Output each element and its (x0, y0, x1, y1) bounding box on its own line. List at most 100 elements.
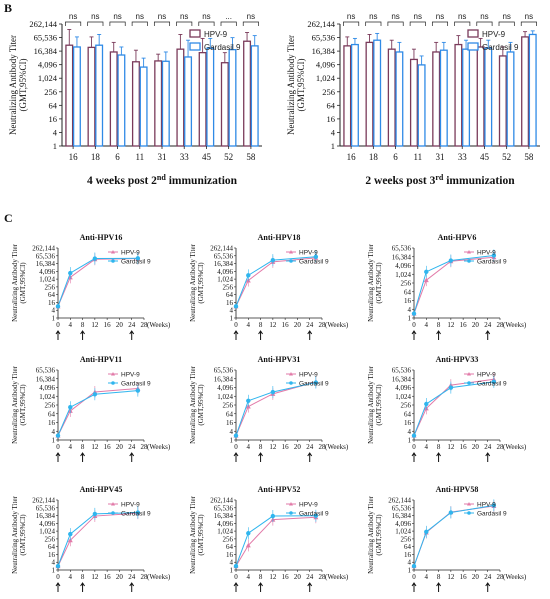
bar-right-sig-label: ns (391, 12, 399, 21)
line-anti-hpv31-point-gardasil (270, 389, 276, 395)
line-anti-hpv11-chart: Anti-HPV111416642561,0244,09616,38465,53… (11, 355, 171, 462)
bar-right-bar-hpv9 (365, 41, 374, 147)
line-anti-hpv18-y-tick-label: 16 (226, 299, 234, 307)
line-anti-hpv52-x-tick-label: 0 (234, 573, 238, 581)
line-anti-hpv33-y-tick-label: 256 (401, 402, 412, 410)
line-anti-hpv18-x-tick-label: 4 (247, 321, 251, 329)
line-anti-hpv18-y-tick-label: 16,384 (214, 260, 234, 268)
line-anti-hpv45-point-gardasil (68, 531, 73, 537)
line-anti-hpv58-legend-marker (467, 502, 471, 506)
line-anti-hpv16-x-tick-label: 16 (104, 321, 112, 329)
bar-right-bar-hpv9 (432, 51, 441, 147)
line-anti-hpv6-legend-label: Gardasil 9 (477, 259, 507, 266)
bar-left-x-tick-label: 16 (69, 152, 79, 162)
bar-right-bar-gardasil (439, 49, 448, 147)
bar-right-sig-label: ns (480, 12, 488, 21)
line-anti-hpv18-x-tick-label: 0 (234, 321, 238, 329)
line-anti-hpv45-series-hpv9 (57, 512, 138, 567)
bar-right-y-tick-label: 262,144 (307, 19, 335, 29)
line-anti-hpv31-y-tick-label: 1,024 (217, 393, 233, 401)
line-anti-hpv18-x-tick-label: 28 (319, 321, 327, 329)
line-anti-hpv11-x-tick-label: 0 (56, 443, 60, 451)
bar-left-bar-gardasil (161, 60, 170, 147)
line-anti-hpv6-x-tick-label: 24 (484, 321, 492, 329)
line-anti-hpv11-y-tick-label: 16 (48, 419, 56, 427)
line-anti-hpv18-point-gardasil (313, 254, 319, 259)
line-anti-hpv18-y-axis-label: Neutralizing Antibody Titer(GMT,95%CI) (189, 243, 205, 321)
bar-right-legend-swatch (467, 29, 479, 38)
bar-left-bar-hpv9 (176, 48, 185, 147)
line-anti-hpv6-y-tick-label: 1 (408, 315, 412, 323)
line-anti-hpv16-legend-label: HPV-9 (121, 250, 140, 257)
line-anti-hpv11-x-tick-label: 4 (69, 443, 73, 451)
line-anti-hpv18-y-tick-label: 262,144 (210, 245, 233, 253)
line-anti-hpv6-y-tick-label: 4 (408, 306, 412, 314)
line-anti-hpv16-y-tick-label: 1 (52, 315, 56, 323)
line-anti-hpv6-x-tick-label: 8 (437, 321, 441, 329)
line-anti-hpv52-dose-arrow (307, 582, 313, 592)
line-anti-hpv52-legend-marker (289, 511, 293, 515)
bar-right-y-tick-label: 4,096 (316, 60, 335, 70)
line-anti-hpv52-x-tick-label: 28 (319, 573, 327, 581)
line-anti-hpv18-x-tick-label: 8 (259, 321, 263, 329)
bar-right-y-tick-label: 1 (331, 141, 335, 151)
line-anti-hpv33-point-gardasil (424, 401, 429, 407)
line-anti-hpv18-y-tick-label: 256 (223, 283, 234, 291)
bar-left-y-tick-label: 64 (49, 100, 58, 110)
bar-left-y-tick-label: 16 (49, 114, 58, 124)
line-anti-hpv16-y-tick-label: 4 (52, 307, 56, 315)
line-anti-hpv58-y-tick-label: 262,144 (388, 497, 411, 505)
line-anti-hpv58-point-gardasil (424, 529, 429, 535)
line-anti-hpv31-dose-arrow (307, 452, 313, 462)
line-anti-hpv6-legend-label: HPV-9 (477, 250, 496, 257)
line-anti-hpv6-y-axis-label: Neutralizing Antibody Titer(GMT,95%CI) (367, 243, 383, 321)
line-anti-hpv18-legend-label: Gardasil 9 (299, 259, 329, 266)
line-anti-hpv58-point-gardasil (491, 503, 497, 508)
bar-right-sig-label: ns (502, 12, 510, 21)
bar-left-bar-hpv9 (131, 61, 140, 147)
line-anti-hpv31-dose-arrow (233, 452, 239, 462)
line-anti-hpv58-dose-arrow (411, 582, 417, 592)
line-anti-hpv18-y-tick-label: 1 (230, 315, 234, 323)
line-anti-hpv6-legend-marker (467, 250, 471, 254)
line-anti-hpv6-point-gardasil (448, 258, 454, 263)
line-anti-hpv16-y-tick-label: 16 (48, 299, 56, 307)
line-anti-hpv18-y-tick-label: 1,024 (217, 276, 233, 284)
line-anti-hpv52-legend-label: HPV-9 (299, 502, 318, 509)
line-anti-hpv6-x-tick-label: 20 (472, 321, 480, 329)
line-anti-hpv6-chart: Anti-HPV61416642561,0244,09616,38465,536… (367, 233, 527, 340)
line-anti-hpv52-y-tick-label: 16,384 (214, 512, 234, 520)
line-anti-hpv31-y-tick-label: 4,096 (217, 384, 233, 392)
bar-right-x-tick-label: 31 (436, 152, 445, 162)
line-anti-hpv6-y-tick-label: 256 (401, 280, 412, 288)
bar-right-sig-label: ns (414, 12, 422, 21)
line-anti-hpv11-x-tick-label: 20 (116, 443, 124, 451)
line-anti-hpv58-chart: Anti-HPV581416642561,0244,09616,38465,53… (367, 485, 527, 592)
line-anti-hpv45-y-tick-label: 1,024 (39, 528, 55, 536)
line-anti-hpv52-x-tick-label: 8 (259, 573, 263, 581)
line-anti-hpv16-point-gardasil (55, 304, 61, 309)
line-anti-hpv11-legend-marker (111, 381, 115, 385)
line-anti-hpv11-x-tick-label: 12 (91, 443, 99, 451)
line-anti-hpv31-point-gardasil (313, 380, 319, 385)
line-anti-hpv58-x-unit: (Weeks) (503, 573, 527, 581)
line-anti-hpv58-x-tick-label: 8 (437, 573, 441, 581)
bar-right-y-tick-label: 16 (327, 114, 336, 124)
bar-right-legend-swatch (467, 42, 479, 51)
line-anti-hpv31-y-tick-label: 16,384 (214, 375, 234, 383)
line-anti-hpv33-y-tick-label: 1 (408, 437, 412, 445)
line-anti-hpv6-x-tick-label: 4 (425, 321, 429, 329)
line-anti-hpv18-legend-label: HPV-9 (299, 250, 318, 257)
bar-left-x-tick-label: 52 (224, 152, 233, 162)
bar-left-legend-swatch (189, 42, 201, 51)
line-anti-hpv33-x-tick-label: 24 (484, 443, 492, 451)
line-anti-hpv33-y-tick-label: 64 (404, 410, 412, 418)
line-anti-hpv16-point-gardasil (92, 256, 98, 261)
line-anti-hpv45-y-tick-label: 262,144 (32, 497, 55, 505)
line-anti-hpv58-y-tick-label: 64 (404, 543, 412, 551)
bar-right-bar-hpv9 (521, 36, 530, 147)
line-anti-hpv33-y-tick-label: 4 (408, 428, 412, 436)
line-anti-hpv11-y-tick-label: 16,384 (36, 375, 56, 383)
line-anti-hpv52-x-tick-label: 20 (294, 573, 302, 581)
bar-left-sig-bracket (153, 21, 171, 26)
